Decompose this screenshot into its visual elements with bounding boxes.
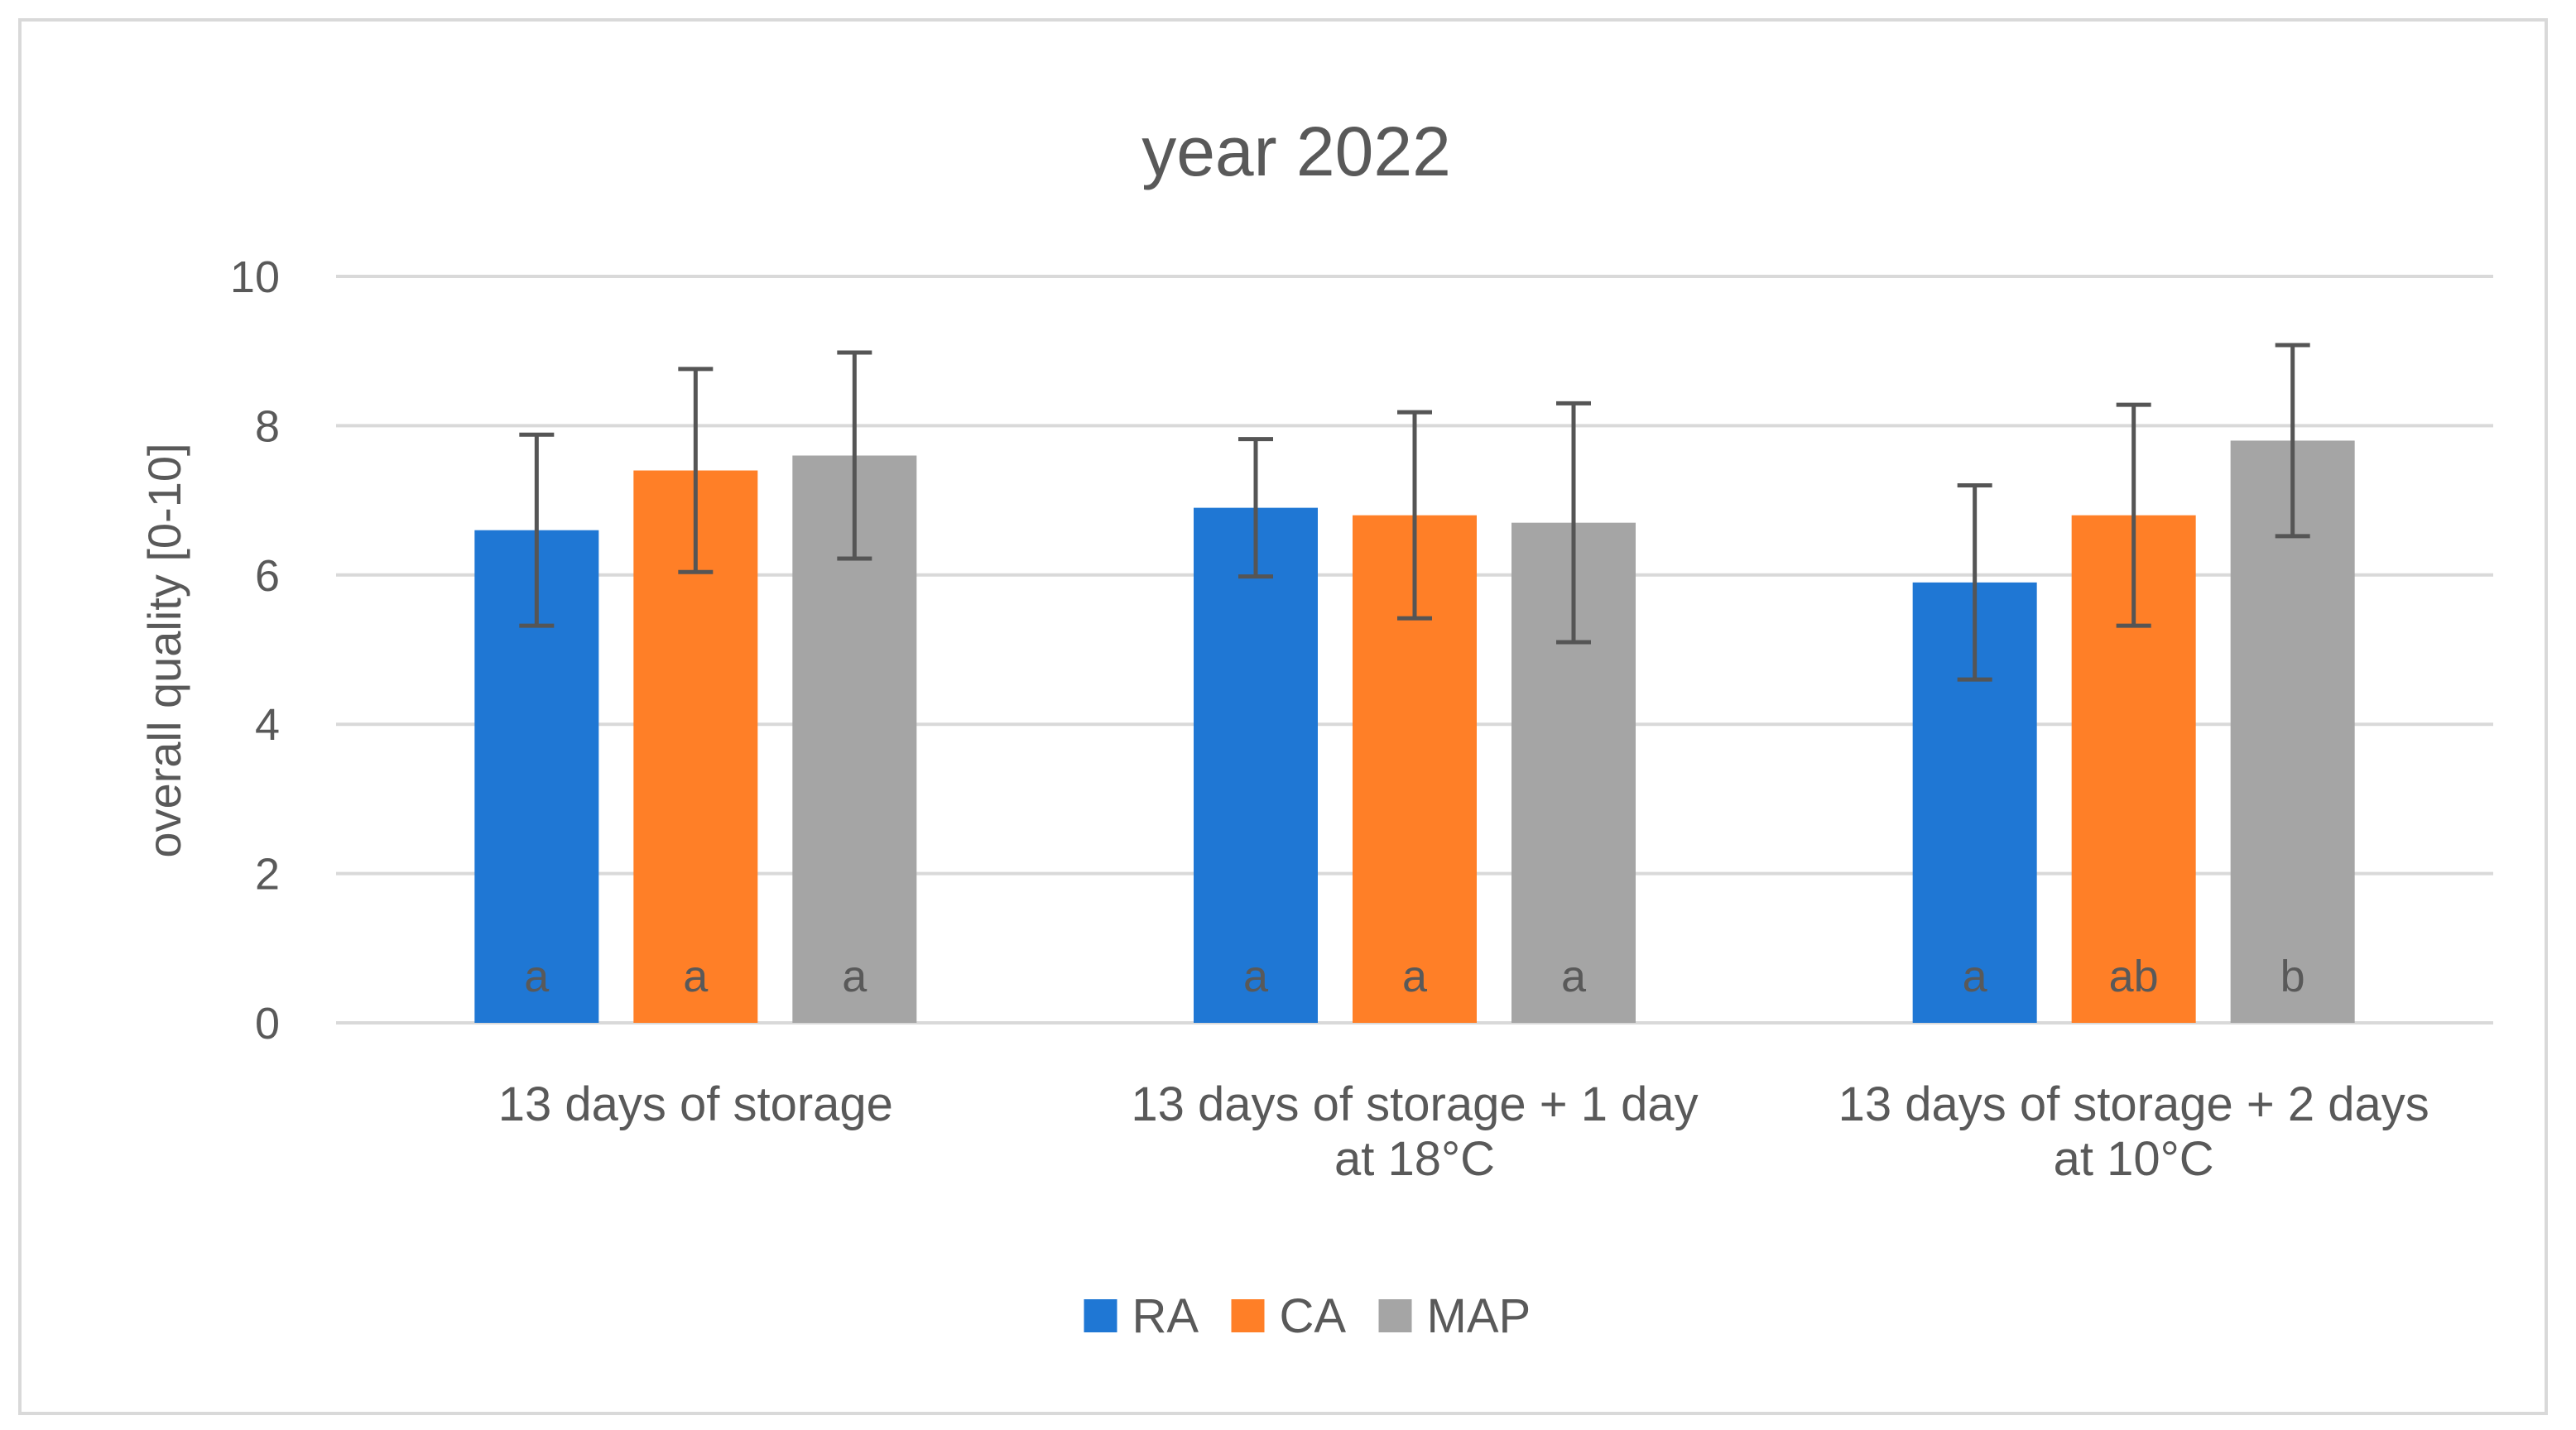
significance-label: a [683,952,709,1001]
error-bars [519,343,2310,682]
significance-label: a [1963,952,1988,1001]
legend-swatch [1231,1299,1265,1332]
y-tick-labels: 0 2 4 6 8 10 [230,252,280,1049]
legend-label: CA [1280,1289,1347,1343]
bar-ra [1194,507,1318,1023]
significance-label: a [1561,952,1587,1001]
error-bar [2116,402,2151,628]
legend-item-ra: RA [1084,1289,1199,1343]
y-tick-label: 8 [255,401,280,451]
legend-label: MAP [1427,1289,1531,1343]
chart-frame: year 2022 0 2 4 6 8 10 overall quality [0-10]… [18,18,2548,1415]
y-tick-label: 2 [255,850,280,900]
y-tick-label: 6 [255,551,280,601]
chart-svg: year 2022 0 2 4 6 8 10 overall quality [0-10]… [138,113,2493,1343]
significance-label: a [1402,952,1428,1001]
y-axis-label: overall quality [0-10] [138,443,190,857]
legend-label: RA [1132,1289,1199,1343]
significance-label: a [524,952,550,1001]
category-label: 13 days of storage + 2 days [1838,1077,2429,1131]
error-bar [1238,437,1273,579]
error-bar [678,367,714,574]
error-bar [1957,483,1992,682]
category-label: at 10°C [2054,1132,2214,1186]
legend-item-map: MAP [1378,1289,1531,1343]
category-label: 13 days of storage + 1 day [1131,1077,1698,1131]
error-bar [519,432,555,628]
y-tick-label: 4 [255,700,280,750]
significance-label: a [842,952,867,1001]
significance-label: a [1243,952,1269,1001]
bars [474,440,2355,1023]
y-tick-label: 0 [255,999,280,1049]
category-labels: 13 days of storage 13 days of storage + 1… [498,1077,2429,1186]
chart-title: year 2022 [1141,113,1451,190]
legend-swatch [1378,1299,1412,1332]
legend-item-ca: CA [1231,1289,1347,1343]
error-bar [2275,343,2310,539]
y-tick-label: 10 [230,252,280,302]
category-label: at 18°C [1334,1132,1495,1186]
significance-label: b [2280,952,2305,1001]
significance-label: ab [2109,952,2159,1001]
error-bar [837,350,872,561]
error-bar [1397,410,1432,621]
legend: RA CA MAP [1084,1289,1531,1343]
error-bar [1556,401,1591,645]
significance-labels: a a a a a a a ab b [524,952,2304,1001]
legend-swatch [1084,1299,1117,1332]
category-label: 13 days of storage [498,1077,893,1131]
